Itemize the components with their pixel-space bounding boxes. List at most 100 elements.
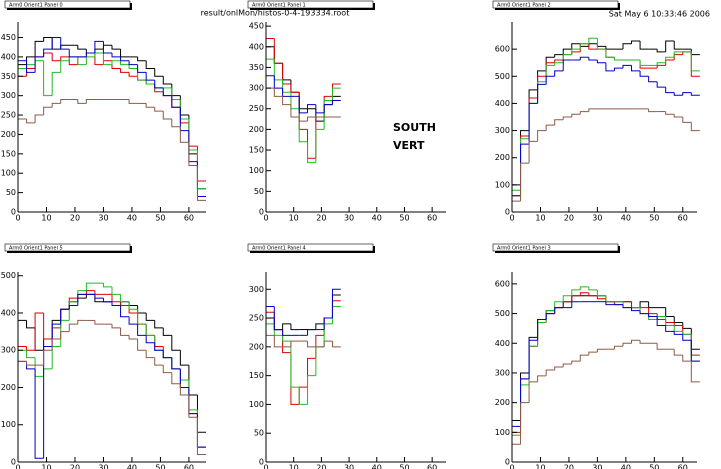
histogram-step [77,297,87,302]
x-tick-label: 50 [399,464,409,469]
histogram-step [60,331,70,340]
y-tick-label: 300 [249,285,264,294]
histogram-step [137,312,147,325]
histogram-step [179,350,189,366]
title-box [4,243,131,252]
histogram-step [282,79,291,93]
histogram-step [162,91,172,97]
histogram-step [196,417,206,456]
histogram-step [648,313,658,318]
histogram-step [673,51,683,58]
histogram-step [171,95,181,108]
histogram-step [648,307,658,315]
x-tick-label: 20 [564,464,574,469]
histogram-step [60,56,70,61]
histogram-step [171,372,181,385]
x-tick-label: 10 [289,214,299,223]
histogram-step [605,301,615,306]
histogram-step [682,322,692,329]
histogram-step [94,294,104,299]
histogram-step [511,195,521,212]
histogram-step [43,349,53,366]
histogram-step [34,114,44,123]
histogram-step [51,338,61,351]
histogram-step [111,286,121,295]
histogram-step [120,68,130,73]
histogram-step [571,295,581,302]
x-tick-label: 0 [509,464,514,469]
histogram-step [596,348,606,353]
histogram-step [188,142,198,166]
histogram-step [102,41,112,54]
x-tick-label: 30 [344,214,354,223]
histogram-step [196,413,206,448]
y-tick-label: 100 [249,166,264,175]
y-tick-label: 300 [495,368,510,377]
x-tick-label: 0 [263,464,268,469]
histogram-step [520,135,530,196]
histogram-step [545,64,555,82]
histogram-step [282,323,291,330]
title-box [492,0,619,9]
histogram-step [639,310,649,315]
histogram-step [51,37,61,50]
histogram-step [26,361,36,366]
histogram-step [690,334,700,356]
histogram-step [162,350,172,359]
x-tick-label: 30 [344,464,354,469]
histogram-step [111,45,121,50]
histogram-step [17,360,27,462]
histogram-step [111,53,121,58]
histogram-step [554,307,564,314]
histogram-step [673,325,683,332]
histogram-step [179,99,189,120]
histogram-step [571,48,581,55]
panel-title: Arm0 Orient1 Panel 2 [497,2,551,8]
y-tick-label: 250 [1,111,16,120]
histogram-step [331,300,341,319]
histogram-step [43,312,53,340]
histogram-step [17,319,27,462]
histogram-step [290,341,300,388]
x-tick-label: 50 [649,214,659,223]
histogram-step [188,122,198,147]
histogram-step [94,40,104,54]
histogram-step [579,286,589,290]
histogram-step [613,57,623,61]
histogram-step [323,323,333,347]
histogram-step [554,119,564,126]
histogram-step [631,301,641,309]
histogram-step [282,96,291,106]
histogram-step [171,84,181,97]
title-box [492,243,619,252]
histogram-step [511,200,521,212]
histogram-step [528,381,538,403]
histogram-step [545,75,555,85]
y-tick-label: 150 [249,371,264,380]
histogram-step [60,99,70,104]
y-tick-label: 0 [259,458,264,467]
histogram-step [111,324,121,329]
histogram-step [596,38,606,50]
y-tick-label: 250 [249,314,264,323]
histogram-step [265,306,275,462]
histogram-step [665,56,675,63]
histogram-step [665,111,675,115]
panel-title: Arm0 Orient1 Panel 0 [9,2,63,8]
histogram-step [196,146,206,182]
histogram-step [315,108,325,122]
histogram-step [154,342,164,351]
x-tick-label: 30 [592,214,602,223]
histogram-step [17,64,27,212]
x-tick-label: 40 [621,214,631,223]
histogram-step [537,375,547,382]
histogram-step [605,295,615,303]
histogram-step [528,102,538,145]
histogram-step [579,43,589,52]
histogram-step [196,413,206,448]
histogram-step [51,71,61,96]
histogram-step [282,335,291,342]
histogram-step [290,323,300,331]
histogram-step [120,49,130,58]
histogram-step [128,316,138,325]
